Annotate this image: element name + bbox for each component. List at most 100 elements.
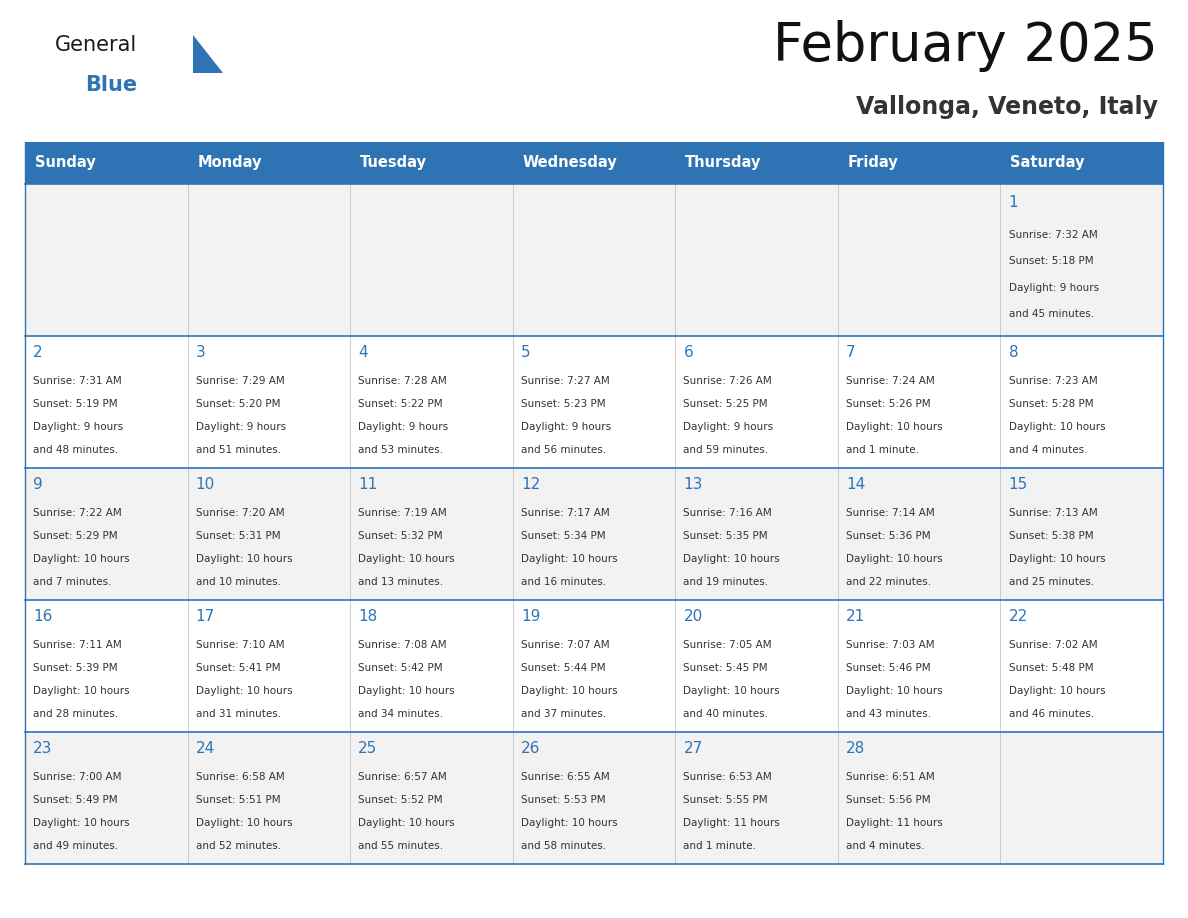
Text: 26: 26 <box>520 741 541 756</box>
Text: 14: 14 <box>846 477 865 492</box>
Text: Sunset: 5:56 PM: Sunset: 5:56 PM <box>846 795 930 805</box>
Text: Sunrise: 7:10 AM: Sunrise: 7:10 AM <box>196 640 284 650</box>
Text: Sunrise: 7:13 AM: Sunrise: 7:13 AM <box>1009 508 1098 518</box>
Text: 25: 25 <box>359 741 378 756</box>
Text: and 37 minutes.: and 37 minutes. <box>520 709 606 719</box>
Text: Daylight: 10 hours: Daylight: 10 hours <box>520 554 618 564</box>
Text: and 51 minutes.: and 51 minutes. <box>196 445 280 455</box>
Text: 8: 8 <box>1009 345 1018 360</box>
Text: Sunset: 5:35 PM: Sunset: 5:35 PM <box>683 531 767 541</box>
Text: Daylight: 10 hours: Daylight: 10 hours <box>1009 554 1105 564</box>
Text: Blue: Blue <box>86 75 137 95</box>
Text: 15: 15 <box>1009 477 1028 492</box>
Text: Daylight: 10 hours: Daylight: 10 hours <box>359 554 455 564</box>
Text: and 56 minutes.: and 56 minutes. <box>520 445 606 455</box>
Polygon shape <box>192 35 223 73</box>
Text: and 55 minutes.: and 55 minutes. <box>359 841 443 851</box>
Text: and 25 minutes.: and 25 minutes. <box>1009 577 1094 587</box>
Text: Sunrise: 7:19 AM: Sunrise: 7:19 AM <box>359 508 447 518</box>
Text: Sunrise: 7:05 AM: Sunrise: 7:05 AM <box>683 640 772 650</box>
Text: and 45 minutes.: and 45 minutes. <box>1009 309 1094 319</box>
Text: Daylight: 10 hours: Daylight: 10 hours <box>196 554 292 564</box>
Text: and 40 minutes.: and 40 minutes. <box>683 709 769 719</box>
Text: Sunrise: 7:03 AM: Sunrise: 7:03 AM <box>846 640 935 650</box>
Text: Sunrise: 6:57 AM: Sunrise: 6:57 AM <box>359 772 447 781</box>
Text: Sunrise: 7:26 AM: Sunrise: 7:26 AM <box>683 375 772 386</box>
Text: Sunset: 5:26 PM: Sunset: 5:26 PM <box>846 398 930 409</box>
Text: Daylight: 10 hours: Daylight: 10 hours <box>520 818 618 828</box>
Text: Daylight: 9 hours: Daylight: 9 hours <box>520 421 611 431</box>
Text: Sunrise: 6:53 AM: Sunrise: 6:53 AM <box>683 772 772 781</box>
Text: Sunrise: 7:20 AM: Sunrise: 7:20 AM <box>196 508 284 518</box>
Text: 16: 16 <box>33 610 52 624</box>
Text: Sunset: 5:22 PM: Sunset: 5:22 PM <box>359 398 443 409</box>
Text: and 58 minutes.: and 58 minutes. <box>520 841 606 851</box>
Text: Daylight: 9 hours: Daylight: 9 hours <box>196 421 286 431</box>
Text: Sunset: 5:44 PM: Sunset: 5:44 PM <box>520 663 606 673</box>
Text: and 59 minutes.: and 59 minutes. <box>683 445 769 455</box>
Text: 7: 7 <box>846 345 855 360</box>
Text: Daylight: 10 hours: Daylight: 10 hours <box>683 686 781 696</box>
Text: 2: 2 <box>33 345 43 360</box>
Text: 28: 28 <box>846 741 865 756</box>
Text: Sunrise: 7:29 AM: Sunrise: 7:29 AM <box>196 375 284 386</box>
Text: Daylight: 9 hours: Daylight: 9 hours <box>683 421 773 431</box>
Text: Sunrise: 7:00 AM: Sunrise: 7:00 AM <box>33 772 121 781</box>
Text: and 4 minutes.: and 4 minutes. <box>1009 445 1087 455</box>
Text: Sunset: 5:31 PM: Sunset: 5:31 PM <box>196 531 280 541</box>
Bar <box>25 142 1163 184</box>
Text: Sunset: 5:28 PM: Sunset: 5:28 PM <box>1009 398 1093 409</box>
Text: Sunrise: 7:28 AM: Sunrise: 7:28 AM <box>359 375 447 386</box>
Text: 10: 10 <box>196 477 215 492</box>
Text: and 7 minutes.: and 7 minutes. <box>33 577 112 587</box>
Text: Sunset: 5:55 PM: Sunset: 5:55 PM <box>683 795 767 805</box>
Text: and 31 minutes.: and 31 minutes. <box>196 709 280 719</box>
Text: and 34 minutes.: and 34 minutes. <box>359 709 443 719</box>
Text: Daylight: 10 hours: Daylight: 10 hours <box>33 686 129 696</box>
Text: Sunrise: 7:11 AM: Sunrise: 7:11 AM <box>33 640 122 650</box>
Text: Daylight: 11 hours: Daylight: 11 hours <box>683 818 781 828</box>
Text: 18: 18 <box>359 610 378 624</box>
Text: and 19 minutes.: and 19 minutes. <box>683 577 769 587</box>
Text: 24: 24 <box>196 741 215 756</box>
Text: Sunset: 5:34 PM: Sunset: 5:34 PM <box>520 531 606 541</box>
Text: February 2025: February 2025 <box>773 20 1158 72</box>
Text: Sunset: 5:41 PM: Sunset: 5:41 PM <box>196 663 280 673</box>
Text: and 46 minutes.: and 46 minutes. <box>1009 709 1094 719</box>
Text: Daylight: 10 hours: Daylight: 10 hours <box>846 554 942 564</box>
Text: Daylight: 10 hours: Daylight: 10 hours <box>1009 421 1105 431</box>
Text: Sunrise: 7:24 AM: Sunrise: 7:24 AM <box>846 375 935 386</box>
Text: Wednesday: Wednesday <box>523 155 618 171</box>
Text: Tuesday: Tuesday <box>360 155 426 171</box>
Text: Monday: Monday <box>197 155 261 171</box>
Text: Sunrise: 7:17 AM: Sunrise: 7:17 AM <box>520 508 609 518</box>
Text: Sunset: 5:46 PM: Sunset: 5:46 PM <box>846 663 930 673</box>
Text: Sunrise: 7:16 AM: Sunrise: 7:16 AM <box>683 508 772 518</box>
Text: Sunset: 5:36 PM: Sunset: 5:36 PM <box>846 531 930 541</box>
Text: Sunrise: 7:14 AM: Sunrise: 7:14 AM <box>846 508 935 518</box>
Text: Vallonga, Veneto, Italy: Vallonga, Veneto, Italy <box>857 95 1158 119</box>
Text: 11: 11 <box>359 477 378 492</box>
Text: Sunset: 5:49 PM: Sunset: 5:49 PM <box>33 795 118 805</box>
Text: 9: 9 <box>33 477 43 492</box>
Text: and 22 minutes.: and 22 minutes. <box>846 577 931 587</box>
Text: and 1 minute.: and 1 minute. <box>846 445 920 455</box>
Text: Sunset: 5:48 PM: Sunset: 5:48 PM <box>1009 663 1093 673</box>
Text: 21: 21 <box>846 610 865 624</box>
Text: Daylight: 10 hours: Daylight: 10 hours <box>846 421 942 431</box>
Text: Daylight: 10 hours: Daylight: 10 hours <box>196 818 292 828</box>
Bar <box>25 336 1163 468</box>
Text: and 53 minutes.: and 53 minutes. <box>359 445 443 455</box>
Text: Sunset: 5:23 PM: Sunset: 5:23 PM <box>520 398 606 409</box>
Text: Daylight: 9 hours: Daylight: 9 hours <box>33 421 124 431</box>
Text: 27: 27 <box>683 741 702 756</box>
Text: Sunset: 5:19 PM: Sunset: 5:19 PM <box>33 398 118 409</box>
Bar <box>25 600 1163 732</box>
Text: Sunset: 5:45 PM: Sunset: 5:45 PM <box>683 663 767 673</box>
Text: and 28 minutes.: and 28 minutes. <box>33 709 119 719</box>
Text: Daylight: 9 hours: Daylight: 9 hours <box>1009 283 1099 293</box>
Text: 3: 3 <box>196 345 206 360</box>
Text: 6: 6 <box>683 345 693 360</box>
Text: Sunrise: 7:07 AM: Sunrise: 7:07 AM <box>520 640 609 650</box>
Text: and 52 minutes.: and 52 minutes. <box>196 841 280 851</box>
